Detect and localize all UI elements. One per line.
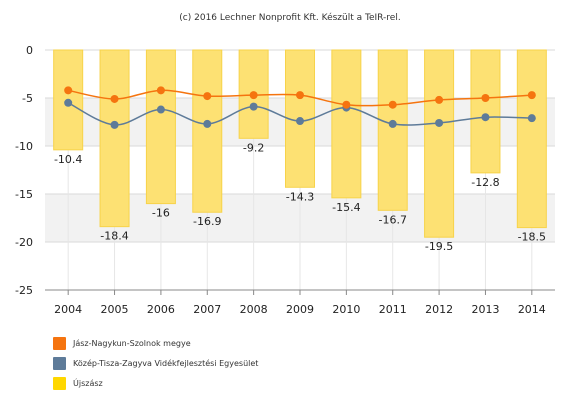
data-point (527, 114, 536, 123)
data-point (388, 119, 397, 128)
legend-swatch (53, 356, 66, 370)
legend-swatch (53, 376, 66, 390)
data-point (156, 105, 165, 114)
y-tick-label: -20 (15, 236, 33, 249)
data-point (249, 102, 258, 111)
data-point (64, 98, 73, 107)
data-point (481, 94, 490, 102)
data-point (435, 118, 444, 127)
legend-label: Újszász (73, 378, 103, 388)
bar (99, 49, 130, 228)
legend: Jász-Nagykun-Szolnok megye Közép-Tisza-Za… (53, 333, 258, 393)
x-tick-label: 2004 (54, 303, 82, 316)
bar (145, 49, 176, 205)
x-tick-label: 2008 (240, 303, 268, 316)
data-label: -14.3 (286, 190, 314, 203)
data-label: -18.5 (518, 231, 546, 244)
chart-credit: (c) 2016 Lechner Nonprofit Kft. Készült … (179, 13, 401, 23)
data-point (296, 117, 304, 126)
bar (516, 49, 547, 229)
x-tick-label: 2011 (379, 303, 407, 316)
x-tick-label: 2007 (193, 303, 221, 316)
y-tick-label: -15 (15, 188, 33, 201)
data-point (481, 113, 490, 122)
x-tick-label: 2014 (518, 303, 546, 316)
legend-swatch (53, 336, 66, 350)
data-point (435, 95, 444, 104)
data-point (249, 91, 258, 100)
data-label: -10.4 (54, 153, 82, 166)
data-point (342, 100, 351, 109)
bar (470, 49, 501, 174)
legend-label: Közép-Tisza-Zagyva Vidékfejlesztési Egye… (73, 358, 259, 368)
x-tick-label: 2009 (286, 303, 314, 316)
chart: 0 -5 -10 -15 -20 -25 2004 2005 2006 2007 2008 2009 2… (15, 44, 555, 316)
legend-item[interactable]: Jász-Nagykun-Szolnok megye (53, 333, 258, 353)
data-point (296, 91, 304, 100)
y-tick-label: -5 (22, 92, 33, 105)
legend-item[interactable]: Közép-Tisza-Zagyva Vidékfejlesztési Egye… (53, 353, 258, 373)
data-label: -12.8 (471, 176, 499, 189)
data-point (110, 94, 119, 103)
bar (192, 49, 223, 213)
data-label: -15.4 (332, 201, 360, 214)
y-tick-label: -25 (15, 284, 33, 297)
data-label: -16 (152, 207, 170, 220)
legend-label: Jász-Nagykun-Szolnok megye (73, 338, 191, 348)
data-point (203, 92, 212, 101)
data-point (110, 120, 119, 129)
bar (377, 49, 408, 211)
x-tick-label: 2005 (101, 303, 129, 316)
data-label: -16.9 (193, 215, 221, 228)
x-tick-label: 2010 (332, 303, 360, 316)
x-tick-label: 2006 (147, 303, 175, 316)
bar (331, 49, 362, 199)
y-tick-label: -10 (15, 140, 33, 153)
data-label: -19.5 (425, 240, 453, 253)
data-point (64, 86, 73, 95)
data-label: -18.4 (100, 230, 128, 243)
legend-item[interactable]: Újszász (53, 373, 258, 393)
data-point (388, 100, 397, 109)
y-tick-label: 0 (26, 44, 33, 57)
data-point (203, 119, 212, 128)
data-point (527, 91, 536, 100)
data-label: -9.2 (243, 141, 264, 154)
data-label: -16.7 (378, 213, 406, 226)
x-tick-label: 2012 (425, 303, 453, 316)
bar (424, 49, 455, 238)
data-point (156, 86, 165, 95)
x-tick-label: 2013 (471, 303, 499, 316)
